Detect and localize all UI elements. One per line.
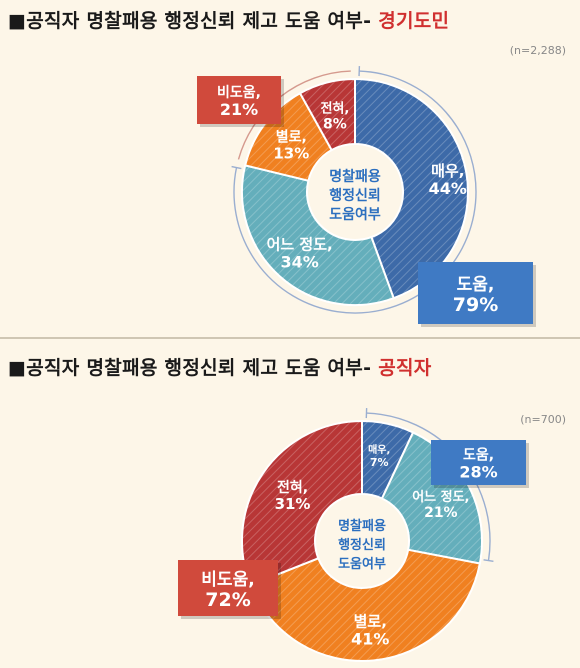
center-label: 도움여부 xyxy=(329,206,381,223)
segment-value-label: 8% xyxy=(323,117,347,133)
segment-category-label: 매우, xyxy=(368,443,390,456)
segment-somewhat xyxy=(241,164,395,306)
segment-not-at-all xyxy=(298,77,356,152)
svg-text:21%: 21% xyxy=(220,100,258,119)
chart-title-officials: ■공직자 명찰패용 행정신뢰 제고 도움 여부- 공직자 xyxy=(8,353,432,380)
chart-title-citizens: ■공직자 명찰패용 행정신뢰 제고 도움 여부- 경기도민 xyxy=(8,6,449,33)
title-prefix: ■공직자 명찰패용 행정신뢰 제고 도움 여부- xyxy=(8,10,372,32)
segment-value-label: 44% xyxy=(429,179,467,198)
center-label: 명찰패용 xyxy=(329,168,381,185)
center-label: 행정신뢰 xyxy=(329,187,381,204)
title-highlight: 공직자 xyxy=(378,357,432,379)
segment-category-label: 전혀, xyxy=(277,479,308,496)
svg-text:28%: 28% xyxy=(459,463,497,482)
sample-size-label: (n=2,288) xyxy=(509,44,566,57)
svg-text:비도움,: 비도움, xyxy=(217,85,261,101)
segment-value-label: 34% xyxy=(281,253,319,272)
center-label: 명찰패용 xyxy=(338,518,386,534)
summary-help-box: 도움,79% xyxy=(418,262,536,327)
segment-value-label: 13% xyxy=(273,145,309,163)
segment-category-label: 별로, xyxy=(276,129,307,146)
title-prefix: ■공직자 명찰패용 행정신뢰 제고 도움 여부- xyxy=(8,357,372,379)
sample-size-label: (n=700) xyxy=(520,413,566,426)
svg-text:도움,: 도움, xyxy=(457,275,495,295)
svg-text:79%: 79% xyxy=(453,294,498,316)
segment-value-label: 31% xyxy=(275,495,311,513)
svg-text:비도움,: 비도움, xyxy=(201,570,254,590)
segment-category-label: 매우, xyxy=(431,162,464,180)
panel-public-officials: ■공직자 명찰패용 행정신뢰 제고 도움 여부- 공직자 (n=700) 매우,… xyxy=(0,339,580,668)
center-label: 도움여부 xyxy=(338,556,386,572)
segment-not-at-all xyxy=(241,419,363,587)
svg-text:72%: 72% xyxy=(205,589,250,611)
segment-category-label: 어느 정도, xyxy=(267,236,333,254)
segment-value-label: 21% xyxy=(424,505,458,521)
segment-category-label: 전혀, xyxy=(320,101,349,117)
center-label: 행정신뢰 xyxy=(338,537,386,553)
summary-nohelp-box: 비도움,72% xyxy=(178,560,281,619)
segment-not-much xyxy=(249,548,482,662)
panel-gyeonggi-citizens: ■공직자 명찰패용 행정신뢰 제고 도움 여부- 경기도민 (n=2,288) … xyxy=(0,0,580,338)
segment-category-label: 어느 정도, xyxy=(412,489,469,505)
segment-value-label: 41% xyxy=(351,630,389,649)
segment-category-label: 별로, xyxy=(354,613,387,631)
title-highlight: 경기도민 xyxy=(378,10,450,32)
summary-nohelp-box: 비도움,21% xyxy=(197,76,284,127)
segment-value-label: 7% xyxy=(370,456,389,469)
summary-help-box: 도움,28% xyxy=(431,440,529,488)
svg-text:도움,: 도움, xyxy=(463,448,494,464)
divider xyxy=(0,337,580,339)
donut-chart-citizens: 매우,44% 어느 정도,34% 별로,13% 전혀,8% 명찰패용행정신뢰도움여부도움… xyxy=(197,66,536,327)
